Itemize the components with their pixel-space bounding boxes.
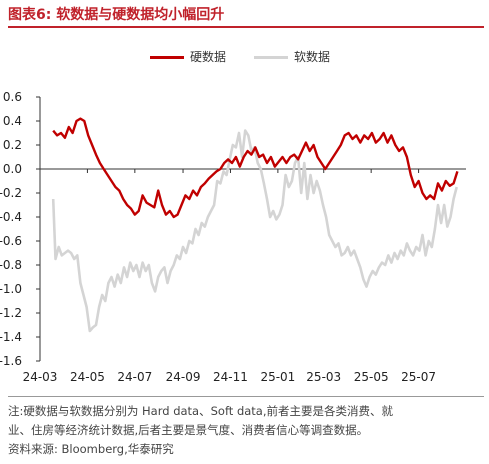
- x-tick-label: 25-01: [260, 370, 295, 384]
- y-tick-label: -1.6: [0, 354, 22, 368]
- x-tick-label: 25-05: [354, 370, 389, 384]
- y-tick-label: -1.4: [0, 330, 22, 344]
- x-tick-label: 25-07: [401, 370, 436, 384]
- legend-label-hard: 硬数据: [190, 50, 227, 64]
- x-tick-label: 25-03: [306, 370, 341, 384]
- y-tick-label: 0.6: [3, 90, 22, 104]
- legend-swatch-hard: [150, 56, 184, 59]
- line-chart: 0.6 0.4 0.2 0.0 -0.2 -0.4 -0.6 -0.8 -1.0 -1.2 -1.4…: [0, 90, 466, 384]
- y-tick-label: 0.2: [3, 138, 22, 152]
- y-tick-label: 0.4: [3, 114, 22, 128]
- note-line-1: 注:硬数据与软数据分别为 Hard data、Soft data,前者主要是各类…: [8, 404, 394, 418]
- title-divider: [8, 26, 484, 28]
- legend-swatch-soft: [254, 56, 288, 59]
- series-line-hard-data: [52, 117, 459, 219]
- x-tick-label: 24-11: [213, 370, 248, 384]
- figure-title: 图表6: 软数据与硬数据均小幅回升: [8, 7, 225, 23]
- y-tick-label: -0.6: [0, 234, 22, 248]
- note-line-2: 业、住房等经济统计数据,后者主要是景气度、消费者信心等调查数据。: [8, 423, 369, 437]
- footer-divider: [8, 396, 484, 397]
- source-note: 资料来源: Bloomberg,华泰研究: [8, 442, 174, 456]
- y-tick-label: -1.2: [0, 306, 22, 320]
- x-tick-label: 24-03: [23, 370, 58, 384]
- y-tick-label: -0.2: [0, 186, 22, 200]
- series-line-soft-data: [51, 129, 458, 333]
- x-tick-label: 24-05: [70, 370, 105, 384]
- x-tick-label: 24-07: [117, 370, 152, 384]
- y-tick-label: -0.4: [0, 210, 22, 224]
- y-tick-label: -1.0: [0, 282, 22, 296]
- legend-label-soft: 软数据: [294, 50, 331, 64]
- x-tick-label: 24-09: [166, 370, 201, 384]
- y-tick-label: 0.0: [3, 162, 22, 176]
- y-tick-label: -0.8: [0, 258, 22, 272]
